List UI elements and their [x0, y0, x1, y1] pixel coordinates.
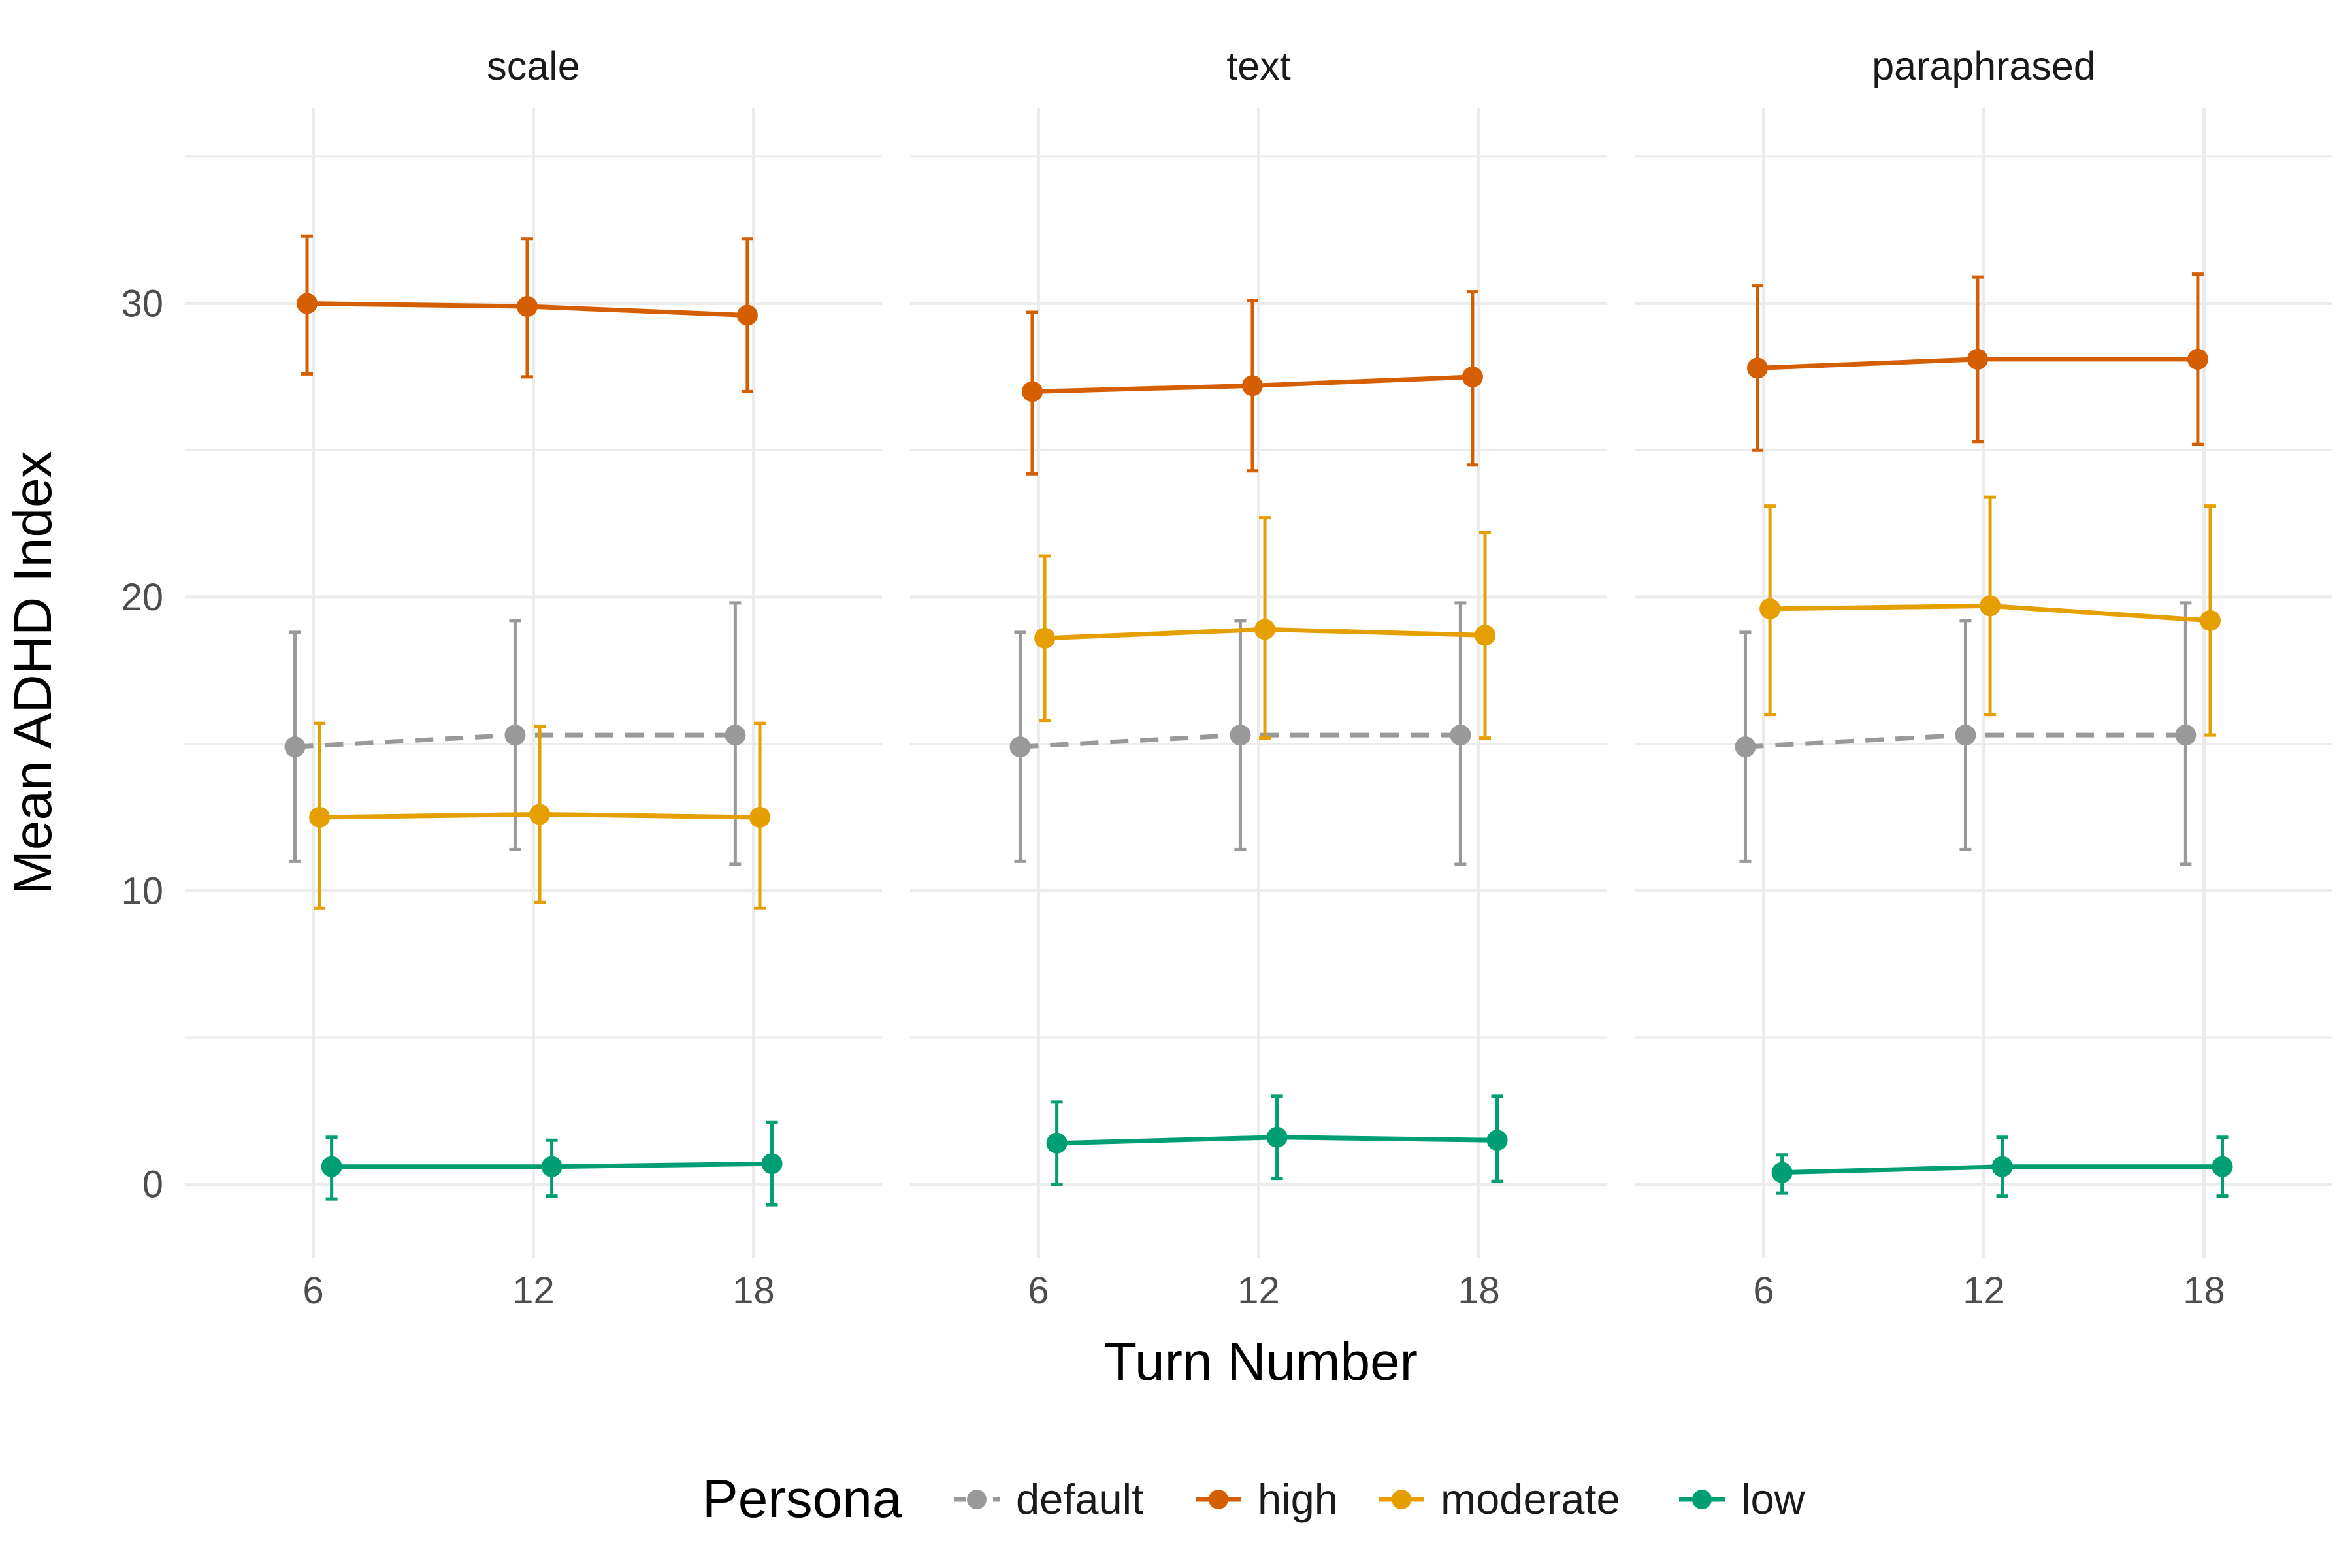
data-point: [761, 1153, 783, 1175]
y-tick-label: 0: [142, 1164, 163, 1206]
facet-paraphrased: paraphrased 6 12 18: [1635, 44, 2332, 1312]
data-point: [1046, 1132, 1068, 1154]
data-point: [736, 304, 758, 326]
facet-title: scale: [487, 44, 580, 88]
series-default: [284, 601, 746, 866]
data-point: [516, 296, 538, 318]
data-point: [2187, 348, 2208, 370]
x-tick-label: 6: [1028, 1269, 1049, 1312]
legend-entry-high: high: [1196, 1475, 1338, 1523]
data-point: [2212, 1156, 2233, 1177]
x-tick-label: 12: [1237, 1269, 1280, 1312]
legend-entry-moderate: moderate: [1379, 1475, 1620, 1523]
legend-label: high: [1258, 1475, 1338, 1523]
series-high: [1747, 272, 2208, 452]
y-axis-ticks: 0 10 20 30: [121, 283, 163, 1206]
series-low: [1771, 1135, 2233, 1198]
legend-label: low: [1741, 1475, 1806, 1523]
data-point: [2175, 725, 2197, 746]
data-point: [749, 806, 770, 828]
data-point: [1241, 375, 1263, 397]
data-point: [1759, 598, 1781, 619]
legend-entry-low: low: [1679, 1475, 1806, 1523]
data-point: [309, 806, 331, 828]
data-point: [1450, 725, 1471, 746]
x-tick-label: 18: [2183, 1269, 2225, 1312]
legend-label: default: [1016, 1475, 1143, 1523]
facet-text: text 6 12 18: [910, 44, 1607, 1312]
x-tick-label: 12: [512, 1269, 555, 1312]
data-point: [504, 725, 526, 746]
series-moderate: [309, 721, 770, 910]
data-point: [1474, 625, 1495, 646]
facet-scale: scale 6 12 18: [185, 44, 882, 1312]
data-point: [1034, 627, 1056, 649]
y-tick-label: 10: [121, 870, 163, 912]
series-high: [1022, 290, 1483, 476]
data-point: [1747, 357, 1769, 379]
legend-title: Persona: [702, 1469, 902, 1529]
y-axis-title: Mean ADHD Index: [3, 451, 63, 894]
data-point: [1266, 1126, 1288, 1148]
data-point: [1771, 1162, 1793, 1183]
legend-entry-default: default: [954, 1475, 1143, 1523]
y-tick-label: 20: [121, 576, 163, 619]
data-point: [1735, 736, 1756, 758]
data-point: [541, 1156, 563, 1177]
series-default: [1735, 601, 2197, 866]
legend-key-point: [1692, 1490, 1712, 1509]
legend-key-point: [1392, 1490, 1411, 1509]
data-point: [1967, 348, 1988, 370]
facet-title: text: [1226, 44, 1290, 88]
data-point: [529, 804, 551, 825]
series-low: [321, 1120, 783, 1207]
data-point: [1230, 725, 1251, 746]
x-tick-label: 18: [1458, 1269, 1500, 1312]
data-point: [1254, 619, 1276, 640]
x-tick-label: 12: [1963, 1269, 2005, 1312]
legend-entries: default high moderate low: [954, 1475, 1806, 1523]
x-tick-label: 18: [732, 1269, 775, 1312]
data-point: [321, 1156, 342, 1177]
data-point: [1980, 595, 2001, 617]
x-tick-label: 6: [1753, 1269, 1774, 1312]
series-default: [1009, 601, 1471, 866]
data-point: [1955, 725, 1976, 746]
legend: Persona default high moderate low: [702, 1469, 1806, 1529]
data-point: [297, 293, 318, 314]
x-axis-title: Turn Number: [1104, 1332, 1418, 1392]
series-low: [1046, 1094, 1508, 1186]
data-point: [1462, 366, 1483, 387]
data-point: [284, 736, 306, 758]
facet-panels: scale 6 12 18 text 6 12 18 paraphrased 6 12 18: [185, 44, 2332, 1312]
legend-key-point: [1209, 1490, 1228, 1509]
data-point: [1991, 1156, 2013, 1177]
legend-label: moderate: [1441, 1475, 1620, 1523]
data-point: [1486, 1130, 1508, 1151]
series-moderate: [1759, 495, 2221, 737]
data-point: [725, 725, 746, 746]
x-tick-label: 6: [302, 1269, 323, 1312]
data-point: [2199, 610, 2221, 631]
facet-title: paraphrased: [1872, 44, 2096, 88]
data-point: [1022, 381, 1043, 402]
data-point: [1009, 736, 1031, 758]
series-moderate: [1034, 516, 1495, 740]
legend-key-point: [967, 1490, 987, 1509]
series-high: [297, 234, 758, 393]
y-tick-label: 30: [121, 283, 163, 325]
